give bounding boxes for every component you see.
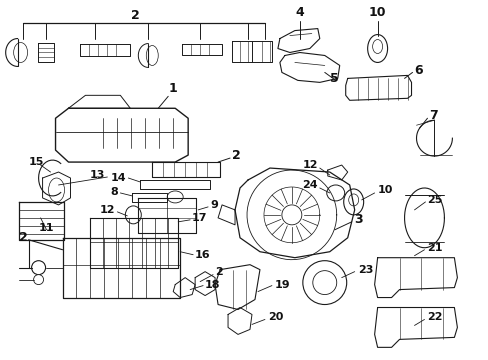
Ellipse shape [32, 261, 45, 275]
Text: 5: 5 [329, 72, 338, 85]
Ellipse shape [326, 185, 344, 201]
Text: 3: 3 [354, 213, 363, 226]
Text: 11: 11 [39, 223, 54, 233]
Text: 10: 10 [368, 6, 386, 19]
Text: 7: 7 [428, 109, 437, 122]
Text: 21: 21 [427, 243, 442, 253]
Text: 22: 22 [427, 312, 442, 323]
Text: 12: 12 [100, 205, 115, 215]
Text: 12: 12 [302, 160, 317, 170]
Ellipse shape [48, 178, 64, 202]
Text: 16: 16 [195, 250, 210, 260]
Text: 1: 1 [168, 82, 177, 95]
Text: 20: 20 [267, 312, 283, 323]
Text: 2: 2 [131, 9, 140, 22]
Ellipse shape [167, 191, 183, 203]
Text: 2: 2 [19, 231, 27, 244]
Text: 10: 10 [377, 185, 392, 195]
Text: 13: 13 [90, 170, 105, 180]
Ellipse shape [281, 205, 301, 225]
Ellipse shape [372, 40, 382, 54]
Text: 19: 19 [274, 280, 290, 289]
Text: 4: 4 [295, 6, 304, 19]
Text: 25: 25 [427, 195, 442, 205]
Ellipse shape [343, 189, 363, 215]
Text: 18: 18 [204, 280, 220, 289]
Text: 14: 14 [110, 173, 126, 183]
Ellipse shape [367, 35, 387, 62]
Text: 15: 15 [29, 157, 44, 167]
Text: 2: 2 [232, 149, 240, 162]
Ellipse shape [14, 42, 27, 62]
Text: 23: 23 [357, 265, 372, 275]
Text: 17: 17 [192, 213, 207, 223]
Text: 8: 8 [110, 187, 118, 197]
Ellipse shape [146, 45, 158, 66]
Ellipse shape [34, 275, 43, 285]
Text: 6: 6 [414, 64, 422, 77]
Ellipse shape [312, 271, 336, 294]
Ellipse shape [348, 194, 358, 206]
Ellipse shape [125, 206, 141, 224]
Text: 24: 24 [302, 180, 317, 190]
Text: 9: 9 [210, 200, 218, 210]
Text: 2: 2 [215, 267, 223, 276]
Ellipse shape [302, 261, 346, 305]
